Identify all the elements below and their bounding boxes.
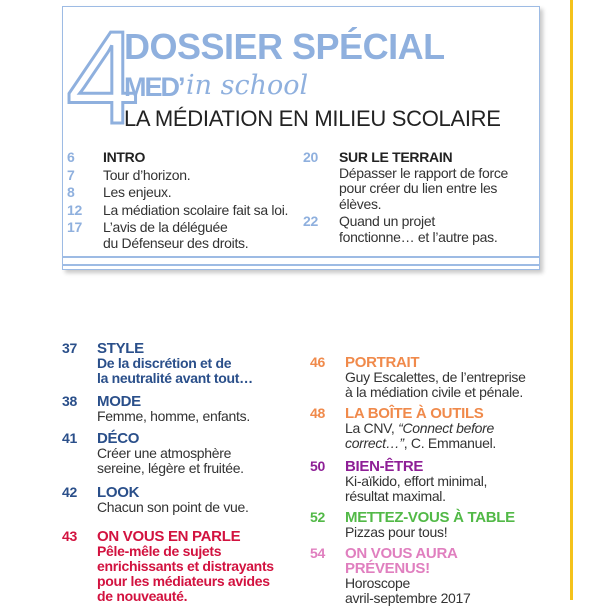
section-heading: LOOK: [97, 484, 140, 501]
section-description: , C. Emmanuel.: [403, 435, 497, 451]
section-description: La CNV,: [345, 420, 399, 436]
section-heading: DÉCO: [97, 430, 140, 447]
toc-item[interactable]: 54 ON VOUS AURA PRÉVENUS! Horoscope avril-se…: [310, 545, 471, 606]
page-number: 42: [62, 484, 77, 500]
toc-item[interactable]: 8 Les enjeux.: [67, 184, 172, 200]
section-description: Femme, homme, enfants.: [97, 408, 250, 424]
section-description: De la discrétion et de: [97, 355, 232, 371]
section-heading: STYLE: [97, 340, 144, 357]
page-number: 41: [62, 430, 77, 446]
section-heading: PRÉVENUS!: [345, 560, 430, 577]
section-description: Ki-aïkido, effort minimal,: [345, 473, 488, 489]
box-rule: [62, 256, 540, 258]
page-number: 37: [62, 340, 77, 356]
section-heading: ON VOUS EN PARLE: [97, 528, 241, 545]
dossier-left-column: 6 INTRO 7 Tour d’horizon. 8 Les enjeux. 12 L…: [67, 149, 297, 251]
toc-item[interactable]: 6 INTRO: [67, 149, 146, 165]
section-description: Pêle-mêle de sujets: [97, 543, 222, 559]
toc-item[interactable]: 48 LA BOÎTE À OUTILS La CNV, “Connect befo…: [310, 405, 497, 451]
dossier-right-column: 20 SUR LE TERRAIN Dépasser le rapport de f…: [303, 149, 533, 245]
section-description: correct…”: [345, 435, 404, 451]
section-description: la neutralité avant tout…: [97, 370, 253, 386]
section-description: Horoscope: [345, 575, 411, 591]
dossier-number: 4: [64, 4, 140, 151]
section-heading: LA BOÎTE À OUTILS: [345, 405, 484, 422]
med-logo: MED’: [124, 72, 185, 102]
page-number: 48: [310, 405, 325, 421]
toc-item[interactable]: 50 BIEN-ÊTRE Ki-aïkido, effort minimal, rés…: [310, 458, 488, 504]
section-heading: METTEZ-VOUS À TABLE: [345, 509, 515, 526]
toc-item[interactable]: 46 PORTRAIT Guy Escalettes, de l’entrepris…: [310, 354, 526, 400]
school-logo: in school: [186, 70, 309, 101]
page-number: 52: [310, 509, 325, 525]
section-description: Chacun son point de vue.: [97, 499, 249, 515]
dossier-title: DOSSIER SPÉCIAL: [124, 26, 445, 67]
page-number: 38: [62, 393, 77, 409]
toc-item[interactable]: 17 L’avis de la déléguée du Défenseur des …: [67, 219, 249, 251]
section-heading: BIEN-ÊTRE: [345, 458, 424, 475]
toc-item[interactable]: 12 La médiation scolaire fait sa loi.: [67, 201, 289, 218]
toc-item[interactable]: 22 Quand un projet fonctionne… et l’autre …: [303, 213, 498, 245]
toc-item[interactable]: 7 Tour d’horizon.: [67, 166, 191, 183]
page-number: 46: [310, 354, 325, 370]
section-description: Guy Escalettes, de l’entreprise: [345, 369, 526, 385]
toc-item[interactable]: 41 DÉCO Créer une atmosphère sereine, légèr…: [62, 430, 244, 476]
toc-item[interactable]: 52 METTEZ-VOUS À TABLE Pizzas pour tous!: [310, 509, 515, 540]
section-heading: PORTRAIT: [345, 354, 420, 371]
dossier-subtitle: LA MÉDIATION EN MILIEU SCOLAIRE: [124, 106, 501, 131]
page-number: 54: [310, 545, 325, 561]
box-rule: [62, 264, 540, 266]
toc-item[interactable]: 37 STYLE De la discrétion et de la neutrali…: [62, 340, 253, 386]
section-description: de nouveauté.: [97, 588, 188, 604]
section-description: avril-septembre 2017: [345, 590, 471, 606]
section-description: résultat maximal.: [345, 488, 446, 504]
section-description: sereine, légère et fruitée.: [97, 460, 244, 476]
section-description: à la médiation civile et pénale.: [345, 384, 523, 400]
toc-item[interactable]: 38 MODE Femme, homme, enfants.: [62, 393, 250, 424]
section-description: enrichissants et distrayants: [97, 558, 274, 574]
section-heading: MODE: [97, 393, 141, 410]
yellow-margin-rule: [570, 0, 573, 600]
toc-item[interactable]: 43 ON VOUS EN PARLE Pêle-mêle de sujets enr…: [62, 528, 274, 604]
toc-item[interactable]: 42 LOOK Chacun son point de vue.: [62, 484, 249, 515]
section-heading: ON VOUS AURA: [345, 545, 458, 562]
section-description: Pizzas pour tous!: [345, 524, 448, 540]
section-description: pour les médiateurs avides: [97, 573, 270, 589]
dossier-box: [62, 6, 540, 270]
section-description: “Connect before: [398, 420, 495, 436]
section-description: Créer une atmosphère: [97, 445, 232, 461]
toc-item[interactable]: 20 SUR LE TERRAIN Dépasser le rapport de f…: [303, 149, 509, 212]
page-number: 50: [310, 458, 325, 474]
page-number: 43: [62, 528, 77, 544]
